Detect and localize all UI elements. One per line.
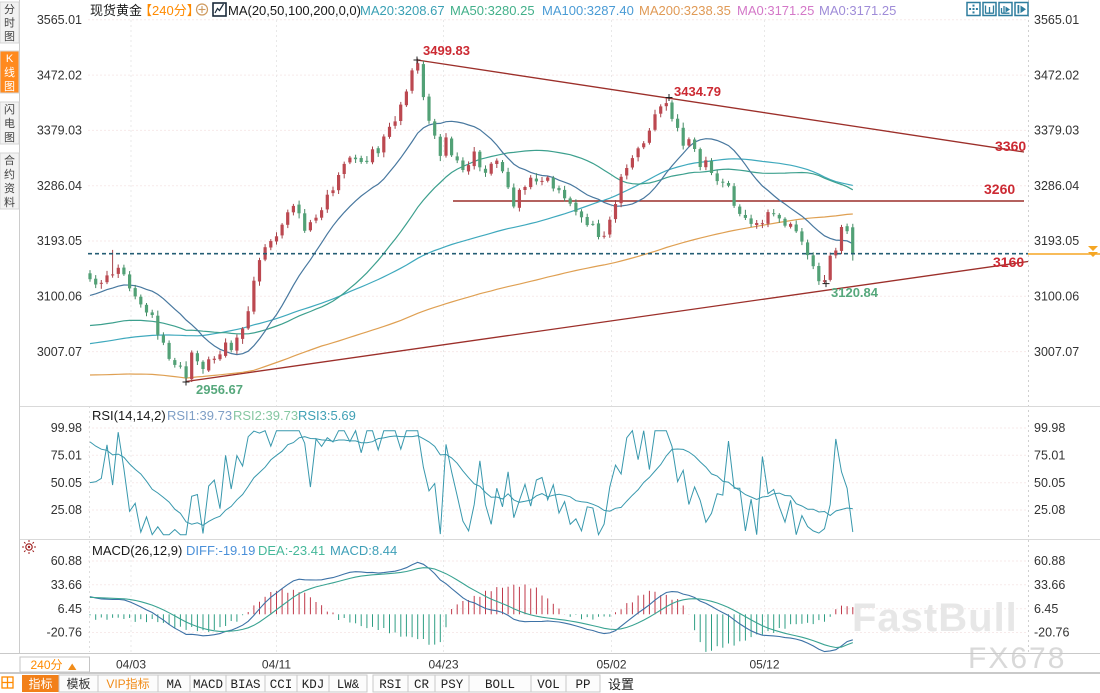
svg-text:99.98: 99.98 bbox=[51, 421, 82, 435]
svg-text:VIP指标: VIP指标 bbox=[106, 676, 149, 691]
svg-text:RSI2:39.73: RSI2:39.73 bbox=[233, 408, 298, 423]
svg-text:MA0:3171.25: MA0:3171.25 bbox=[819, 3, 896, 18]
svg-text:MA(20,50,100,200,0,0): MA(20,50,100,200,0,0) bbox=[228, 3, 361, 18]
svg-text:04/03: 04/03 bbox=[116, 658, 146, 672]
svg-text:3565.01: 3565.01 bbox=[37, 13, 82, 27]
svg-text:分: 分 bbox=[4, 3, 15, 16]
svg-text:05/02: 05/02 bbox=[596, 658, 626, 672]
svg-text:6.45: 6.45 bbox=[1034, 602, 1058, 616]
svg-text:DIFF:-19.19: DIFF:-19.19 bbox=[186, 543, 255, 558]
svg-text:6.45: 6.45 bbox=[58, 602, 82, 616]
svg-text:MA: MA bbox=[166, 678, 182, 692]
svg-text:MA0:3171.25: MA0:3171.25 bbox=[737, 3, 814, 18]
svg-text:电: 电 bbox=[4, 117, 15, 130]
svg-text:3160: 3160 bbox=[993, 254, 1024, 270]
svg-text:图: 图 bbox=[4, 80, 15, 93]
svg-text:MA200:3238.35: MA200:3238.35 bbox=[639, 3, 731, 18]
svg-text:VOL: VOL bbox=[537, 678, 560, 692]
svg-text:【240分】: 【240分】 bbox=[139, 3, 200, 18]
svg-text:KDJ: KDJ bbox=[302, 678, 325, 692]
svg-text:RSI(14,14,2): RSI(14,14,2) bbox=[92, 408, 166, 423]
svg-text:33.66: 33.66 bbox=[1034, 578, 1065, 592]
svg-text:RSI: RSI bbox=[379, 678, 402, 692]
svg-text:MA100:3287.40: MA100:3287.40 bbox=[542, 3, 634, 18]
svg-text:3379.03: 3379.03 bbox=[37, 124, 82, 138]
svg-text:LW&: LW& bbox=[337, 678, 360, 692]
svg-text:33.66: 33.66 bbox=[51, 578, 82, 592]
svg-text:线: 线 bbox=[4, 65, 15, 79]
svg-text:K: K bbox=[6, 53, 14, 65]
svg-text:3472.02: 3472.02 bbox=[37, 68, 82, 82]
svg-text:指标: 指标 bbox=[28, 676, 52, 691]
svg-text:-20.76: -20.76 bbox=[47, 626, 82, 640]
svg-text:3120.84: 3120.84 bbox=[831, 285, 879, 300]
svg-text:-20.76: -20.76 bbox=[1034, 626, 1069, 640]
svg-text:图: 图 bbox=[4, 30, 15, 43]
svg-text:模板: 模板 bbox=[66, 677, 90, 691]
svg-text:3007.07: 3007.07 bbox=[1034, 345, 1079, 359]
svg-text:25.08: 25.08 bbox=[51, 503, 82, 517]
svg-text:CR: CR bbox=[414, 678, 430, 692]
svg-text:04/11: 04/11 bbox=[262, 658, 291, 672]
svg-text:MA50:3280.25: MA50:3280.25 bbox=[450, 3, 535, 18]
svg-text:3360: 3360 bbox=[995, 138, 1026, 154]
svg-text:闪: 闪 bbox=[4, 102, 15, 116]
svg-text:75.01: 75.01 bbox=[1034, 449, 1065, 463]
svg-text:75.01: 75.01 bbox=[51, 449, 82, 463]
svg-text:设置: 设置 bbox=[608, 677, 634, 692]
svg-text:3007.07: 3007.07 bbox=[37, 345, 82, 359]
svg-text:MACD(26,12,9): MACD(26,12,9) bbox=[92, 543, 182, 558]
svg-text:PP: PP bbox=[575, 678, 590, 692]
svg-text:FastBull: FastBull bbox=[852, 596, 1018, 640]
svg-text:50.05: 50.05 bbox=[1034, 476, 1065, 490]
svg-text:资: 资 bbox=[4, 182, 15, 195]
svg-text:图: 图 bbox=[4, 131, 15, 144]
svg-text:BIAS: BIAS bbox=[230, 678, 260, 692]
svg-text:MA20:3208.67: MA20:3208.67 bbox=[360, 3, 445, 18]
svg-text:60.88: 60.88 bbox=[51, 554, 82, 568]
svg-text:25.08: 25.08 bbox=[1034, 503, 1065, 517]
svg-text:时: 时 bbox=[4, 17, 15, 30]
svg-text:FX678: FX678 bbox=[968, 642, 1066, 675]
svg-text:约: 约 bbox=[4, 168, 15, 181]
svg-text:3100.06: 3100.06 bbox=[37, 290, 82, 304]
svg-text:现货黄金: 现货黄金 bbox=[90, 3, 142, 18]
svg-text:3499.83: 3499.83 bbox=[423, 43, 470, 58]
svg-text:料: 料 bbox=[4, 195, 15, 209]
svg-text:60.88: 60.88 bbox=[1034, 554, 1065, 568]
svg-text:RSI3:5.69: RSI3:5.69 bbox=[298, 408, 356, 423]
svg-text:3193.05: 3193.05 bbox=[1034, 234, 1079, 248]
svg-text:MACD: MACD bbox=[193, 678, 223, 692]
svg-text:04/23: 04/23 bbox=[428, 658, 458, 672]
svg-text:3260: 3260 bbox=[984, 181, 1015, 197]
svg-text:3286.04: 3286.04 bbox=[37, 179, 82, 193]
svg-text:3472.02: 3472.02 bbox=[1034, 68, 1079, 82]
svg-text:05/12: 05/12 bbox=[749, 658, 779, 672]
svg-text:BOLL: BOLL bbox=[485, 678, 515, 692]
svg-text:RSI1:39.73: RSI1:39.73 bbox=[167, 408, 232, 423]
svg-text:DEA:-23.41: DEA:-23.41 bbox=[258, 543, 325, 558]
svg-text:50.05: 50.05 bbox=[51, 476, 82, 490]
svg-text:3286.04: 3286.04 bbox=[1034, 179, 1079, 193]
svg-text:3379.03: 3379.03 bbox=[1034, 124, 1079, 138]
svg-text:240分: 240分 bbox=[31, 658, 63, 672]
svg-text:3193.05: 3193.05 bbox=[37, 234, 82, 248]
svg-text:99.98: 99.98 bbox=[1034, 421, 1065, 435]
svg-text:3434.79: 3434.79 bbox=[674, 84, 721, 99]
svg-text:2956.67: 2956.67 bbox=[196, 382, 243, 397]
svg-text:PSY: PSY bbox=[441, 678, 464, 692]
svg-text:合: 合 bbox=[4, 153, 15, 167]
svg-text:3565.01: 3565.01 bbox=[1034, 13, 1079, 27]
svg-text:CCI: CCI bbox=[270, 678, 293, 692]
svg-text:MACD:8.44: MACD:8.44 bbox=[330, 543, 397, 558]
svg-text:3100.06: 3100.06 bbox=[1034, 290, 1079, 304]
